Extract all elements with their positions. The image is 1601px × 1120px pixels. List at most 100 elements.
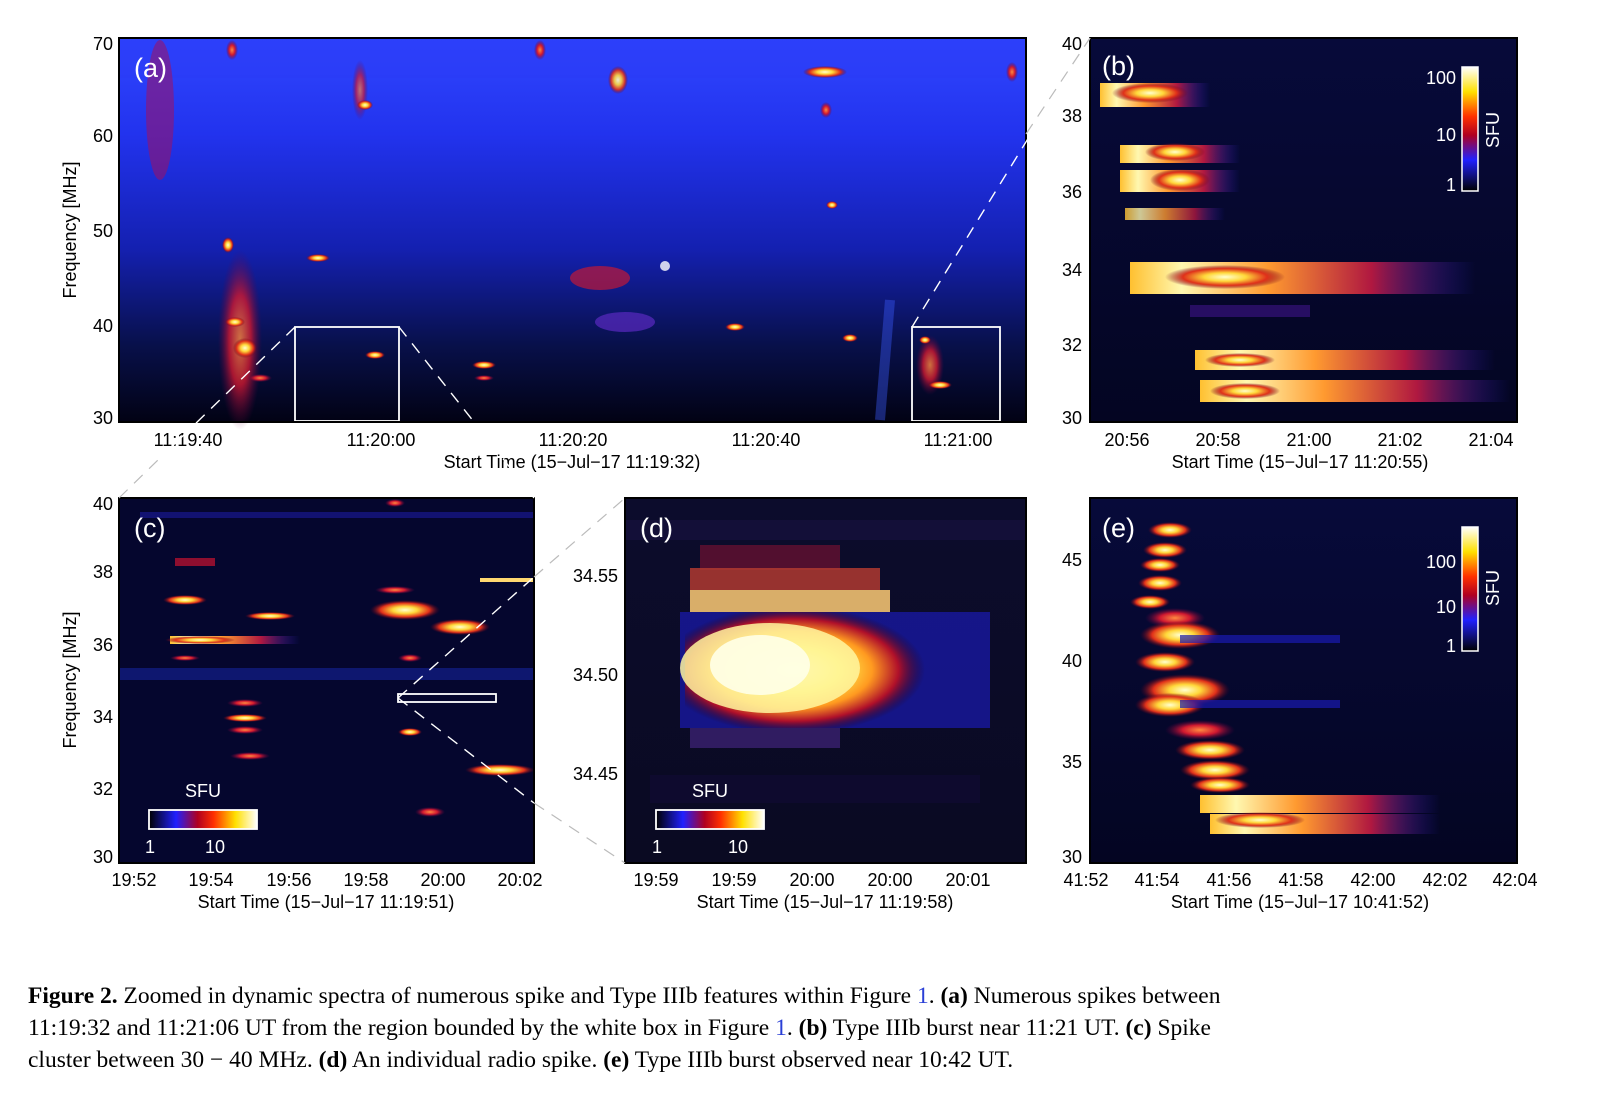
panel-b-frame: [1089, 37, 1518, 423]
xtick-label: 21:00: [1286, 430, 1331, 450]
xtick-label: 11:20:20: [539, 430, 608, 450]
caption-text: .: [928, 983, 941, 1009]
panel-a-letter: (a): [134, 53, 167, 83]
ytick-label: 34.50: [573, 665, 618, 685]
panel-d-xticks: 19:59 19:59 20:00 20:00 20:01: [633, 870, 990, 890]
caption-text: Zoomed in dynamic spectra of numerous sp…: [117, 983, 917, 1009]
ytick-label: 50: [93, 221, 113, 241]
panel-a-frame: [118, 37, 1027, 423]
colorbar-tick: 100: [1426, 68, 1456, 88]
caption-figure-ref[interactable]: 1: [916, 983, 929, 1009]
xtick-label: 19:52: [111, 870, 156, 890]
panel-d-xtitle: Start Time (15−Jul−17 11:19:58): [697, 892, 954, 912]
ytick-label: 34: [93, 707, 113, 727]
ytick-label: 34.45: [573, 764, 618, 784]
panel-d-yticks: 34.55 34.50 34.45: [573, 566, 618, 784]
panel-a-ylabel: Frequency [MHz]: [60, 161, 80, 298]
colorbar-gradient: [1461, 526, 1479, 652]
colorbar-tick: 1: [145, 837, 155, 857]
colorbar-tick: 10: [1436, 597, 1456, 617]
panel-d-spike: [625, 520, 1026, 803]
panel-b-xtitle: Start Time (15−Jul−17 11:20:55): [1172, 452, 1429, 472]
colorbar-label: SFU: [1483, 112, 1503, 148]
xtick-label: 42:00: [1350, 870, 1395, 890]
caption-text: Numerous spikes between: [967, 983, 1221, 1009]
ytick-label: 30: [1062, 408, 1082, 428]
panel-d-colorbar: SFU 1 10: [652, 781, 765, 857]
xtick-label: 41:52: [1063, 870, 1108, 890]
panel-d-letter: (d): [640, 513, 673, 543]
ytick-label: 36: [93, 635, 113, 655]
ytick-label: 30: [93, 408, 113, 428]
xtick-label: 20:56: [1104, 430, 1149, 450]
xtick-label: 41:56: [1206, 870, 1251, 890]
panel-c-xtitle: Start Time (15−Jul−17 11:19:51): [198, 892, 455, 912]
panel-c-letter: (c): [134, 513, 165, 543]
caption-figure-label: Figure 2.: [28, 983, 118, 1009]
panel-b: 100 10 1 SFU (b) 40 38 36 34 32 30 20:56…: [1062, 34, 1518, 472]
panel-c-frame: [118, 497, 535, 864]
xtick-label: 20:00: [420, 870, 465, 890]
caption-figure-ref[interactable]: 1: [775, 1015, 787, 1041]
xtick-label: 19:56: [266, 870, 311, 890]
ytick-label: 40: [93, 316, 113, 336]
ytick-label: 38: [1062, 106, 1082, 126]
caption-tag-e: (e): [603, 1047, 630, 1073]
panel-a-spikes: [146, 40, 1018, 430]
caption-text: .: [786, 1015, 799, 1041]
colorbar-label: SFU: [185, 781, 221, 801]
xtick-label: 20:02: [497, 870, 542, 890]
ytick-label: 40: [93, 494, 113, 514]
caption-tag-c: (c): [1125, 1015, 1152, 1041]
caption-line-2: 11:19:32 and 11:21:06 UT from the region…: [28, 1012, 1548, 1044]
figure-panels: (a) 70 60 50 40 30 Frequency [MHz] 11:19…: [60, 34, 1538, 912]
panel-e-letter: (e): [1102, 513, 1135, 543]
caption-line-1: Figure 2. Zoomed in dynamic spectra of n…: [28, 980, 1548, 1012]
ytick-label: 70: [93, 34, 113, 54]
panel-b-bursts: [1100, 83, 1510, 402]
colorbar-tick: 10: [1436, 125, 1456, 145]
ytick-label: 40: [1062, 34, 1082, 54]
caption-tag-a: (a): [940, 983, 968, 1009]
xtick-label: 11:20:00: [347, 430, 416, 450]
ytick-label: 34.55: [573, 566, 618, 586]
xtick-label: 11:21:00: [924, 430, 993, 450]
xtick-label: 11:20:40: [732, 430, 801, 450]
panel-b-letter: (b): [1102, 51, 1135, 81]
panel-a-spectrum: [119, 38, 1026, 422]
xtick-label: 41:58: [1278, 870, 1323, 890]
colorbar-tick: 10: [205, 837, 225, 857]
xtick-label: 21:04: [1468, 430, 1513, 450]
xtick-label: 19:59: [633, 870, 678, 890]
colorbar-label: SFU: [692, 781, 728, 801]
panel-c-colorbar: SFU 1 10: [145, 781, 258, 857]
caption-tag-d: (d): [318, 1047, 348, 1073]
caption-text: 11:19:32 and 11:21:06 UT from the region…: [28, 1015, 776, 1041]
ytick-label: 36: [1062, 182, 1082, 202]
colorbar-label: SFU: [1483, 570, 1503, 606]
caption-line-3: cluster between 30 − 40 MHz. (d) An indi…: [28, 1044, 1548, 1076]
panel-e: 100 10 1 SFU (e) 45 40 35 30 41:52 41:54…: [1062, 497, 1538, 912]
colorbar-tick: 1: [652, 837, 662, 857]
panel-e-colorbar: 100 10 1 SFU: [1426, 526, 1503, 656]
panel-c-yticks: 40 38 36 34 32 30: [93, 494, 113, 867]
panel-c-spectrum: [119, 498, 534, 863]
panel-b-xticks: 20:56 20:58 21:00 21:02 21:04: [1104, 430, 1513, 450]
xtick-label: 20:00: [789, 870, 834, 890]
xtick-label: 11:19:40: [154, 430, 223, 450]
ytick-label: 30: [1062, 847, 1082, 867]
xtick-label: 19:59: [711, 870, 756, 890]
panel-e-xtitle: Start Time (15−Jul−17 10:41:52): [1171, 892, 1429, 912]
panel-e-yticks: 45 40 35 30: [1062, 550, 1082, 867]
panel-a-xticks: 11:19:40 11:20:00 11:20:20 11:20:40 11:2…: [154, 430, 993, 450]
xtick-label: 41:54: [1134, 870, 1179, 890]
ytick-label: 30: [93, 847, 113, 867]
caption-text: An individual radio spike.: [347, 1047, 604, 1073]
colorbar-tick: 10: [728, 837, 748, 857]
colorbar-tick: 1: [1446, 636, 1456, 656]
panel-c: SFU 1 10 (c) 40 38 36 34 32 30 Frequency…: [60, 494, 543, 912]
xtick-label: 19:54: [188, 870, 233, 890]
colorbar-tick: 1: [1446, 175, 1456, 195]
caption-text: cluster between 30 − 40 MHz.: [28, 1047, 319, 1073]
panel-d-frame: [624, 497, 1027, 864]
